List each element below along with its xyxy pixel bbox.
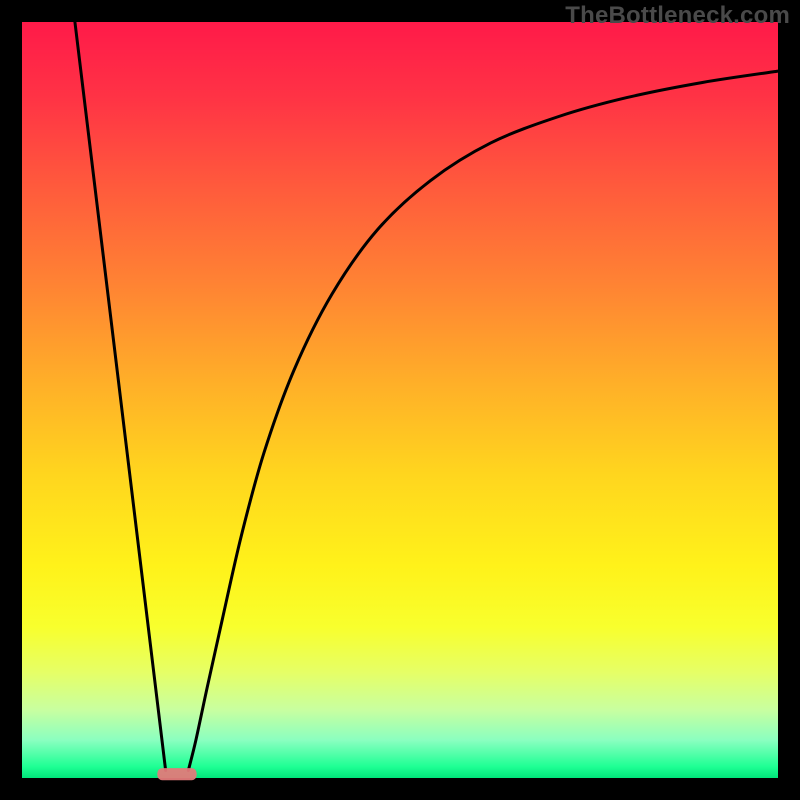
bottleneck-chart: TheBottleneck.com [0, 0, 800, 800]
chart-canvas [0, 0, 800, 800]
watermark-label: TheBottleneck.com [565, 2, 790, 30]
plot-area [22, 22, 778, 778]
optimum-marker [157, 768, 196, 780]
